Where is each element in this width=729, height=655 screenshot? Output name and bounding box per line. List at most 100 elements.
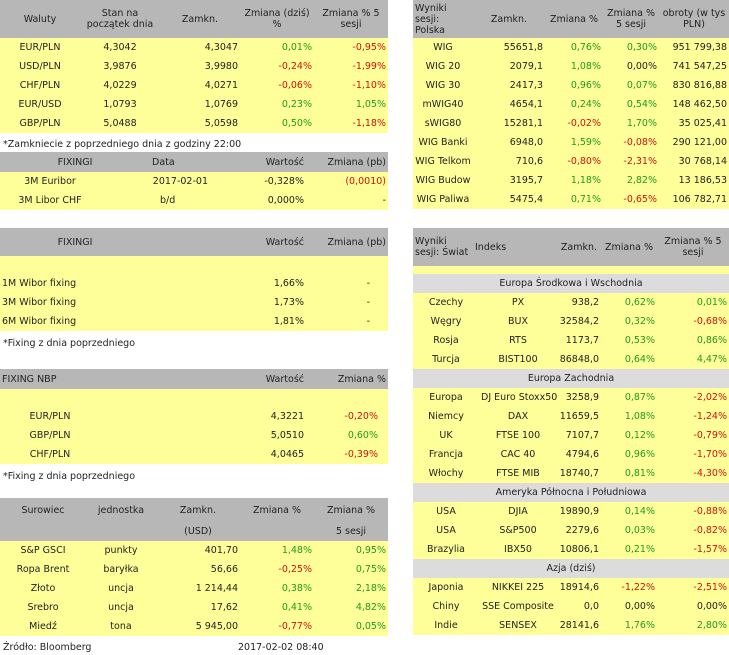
pl-cell: WIG [433,42,453,53]
commodities-cell: 17,62 [210,602,238,613]
com-h0: Surowiec [21,504,65,516]
world-cell: 0,03% [624,525,655,536]
world-table: Wyniki sesji: Świat Indeks Zamkn. Zmiana… [413,228,729,635]
nbp-note: *Fixing z dnia poprzedniego [3,471,136,482]
pl-cell: 0,00% [626,61,657,72]
commodities-row: S&P GSCI punkty 401,70 1,48% 0,95% [0,541,388,560]
world-cell: 0,00% [624,601,655,612]
nbp-cell: 4,0465 [270,449,304,460]
world-cell: 938,2 [571,297,599,308]
world-row: Francja CAC 40 4794,6 0,96% -1,70% [413,445,729,464]
pl-row: WIG Budow 3195,7 1,18% 2,82% 13 186,53 [413,171,729,190]
pl-cell: WIG 30 [425,80,461,91]
fixing1-cell: 3M Euribor [24,176,76,187]
fx-cell: 0,23% [281,99,312,110]
commodities-cell: tona [110,621,132,632]
commodities-cell: 0,95% [355,545,386,556]
world-cell: -0,82% [693,525,727,536]
world-cell: SENSEX [499,620,537,631]
world-cell: 0,64% [624,354,655,365]
com-h4: Zmiana % [326,504,376,516]
world-row: Turcja BIST100 86848,0 0,64% 4,47% [413,350,729,369]
fx-cell: USD/PLN [19,61,61,72]
fixing1-h2: Wartość [265,156,304,168]
fixing2-row: 6M Wibor fixing 1,81% - [0,312,388,331]
world-row: Japonia NIKKEI 225 18914,6 -1,22% -2,51% [413,578,729,597]
world-cell: RTS [509,335,527,346]
commodities-header: Surowiec jednostka Zamkn. Zmiana % Zmian… [0,498,388,522]
world-row: Chiny SSE Composite 0,0 0,00% 0,00% [413,597,729,616]
commodities-cell: 4,82% [355,602,386,613]
pl-cell: 0,71% [570,194,601,205]
world-cell: 2279,6 [565,525,599,536]
world-cell: -2,51% [693,582,727,593]
pl-cell: 2,82% [626,175,657,186]
pl-cell: 55651,8 [503,42,543,53]
nbp-h2: Zmiana % [337,373,386,385]
world-cell: IBX50 [504,544,532,555]
pl-row: WIG Banki 6948,0 1,59% -0,08% 290 121,00 [413,133,729,152]
pl-cell: 0,96% [570,80,601,91]
nbp-row: GBP/PLN 5,0510 0,60% [0,426,388,445]
world-cell: FTSE 100 [495,430,541,441]
fx-cell: 1,05% [355,99,386,110]
fx-h4: Zmiana % 5 sesji [322,8,380,30]
world-cell: SSE Composite [482,601,554,612]
fx-cell: 1,0793 [103,99,137,110]
pl-cell: WIG Telkom [415,156,471,167]
fixing2-rows: 1M Wibor fixing 1,66% - 3M Wibor fixing 1,73… [0,274,388,331]
world-section-title: Ameryka Północna i Południowa [413,483,729,502]
fx-cell: 5,0488 [103,118,137,129]
commodities-table: Surowiec jednostka Zamkn. Zmiana % Zmian… [0,498,388,636]
pl-row: mWIG40 4654,1 0,24% 0,54% 148 462,50 [413,95,729,114]
commodities-cell: punkty [104,545,138,556]
commodities-cell: 0,41% [281,602,312,613]
world-cell: 0,00% [696,601,727,612]
world-section-rows: Czechy PX 938,2 0,62% 0,01% Węgry BUX 32584,2 0,… [413,293,729,369]
pl-rows: WIG 55651,8 0,76% 0,30% 951 799,38 WIG 20 2079… [413,38,729,209]
world-cell: 19890,9 [559,506,599,517]
commodities-cell: -0,25% [278,564,312,575]
world-cell: Japonia [428,582,464,593]
commodities-rows: S&P GSCI punkty 401,70 1,48% 0,95% Ropa Brent… [0,541,388,636]
fx-cell: 3,9876 [103,61,137,72]
pl-cell: 1,59% [570,137,601,148]
fx-cell: 4,0229 [103,80,137,91]
pl-row: WIG 30 2417,3 0,96% 0,07% 830 816,88 [413,76,729,95]
world-cell: -0,79% [693,430,727,441]
fx-row: EUR/PLN 4,3042 4,3047 0,01% -0,95% [0,38,388,57]
nbp-rows: EUR/PLN 4,3221 -0,20% GBP/PLN 5,0510 0,60% CHF… [0,407,388,464]
world-cell: 0,21% [624,544,655,555]
world-cell: 18740,7 [559,468,599,479]
fixing1-h3: Zmiana (pb) [327,156,386,168]
fx-cell: 4,3047 [204,42,238,53]
world-h1: Indeks [475,241,507,253]
pl-cell: -0,65% [623,194,657,205]
pl-cell: WIG Paliwa [416,194,470,205]
commodities-cell: Srebro [27,602,59,613]
world-cell: DJ Euro Stoxx50 [481,392,557,403]
pl-cell: 290 121,00 [672,137,727,148]
commodities-subheader: (USD) 5 sesji [0,522,388,541]
commodities-cell: 56,66 [210,564,238,575]
fx-row: EUR/USD 1,0793 1,0769 0,23% 1,05% [0,95,388,114]
fx-cell: -0,24% [278,61,312,72]
commodities-cell: 5 945,00 [195,621,238,632]
commodities-cell: 0,75% [355,564,386,575]
fixing1-cell: (0,0010) [345,176,386,187]
world-cell: CAC 40 [500,449,536,460]
world-cell: Czechy [428,297,464,308]
pl-cell: -0,02% [567,118,601,129]
world-cell: 11659,5 [559,411,599,422]
commodities-cell: uncja [108,583,134,594]
fixing1-cell: 0,000% [267,195,304,206]
world-row: UK FTSE 100 7107,7 0,12% -0,79% [413,426,729,445]
world-h0: Wyniki sesji: Świat [415,236,469,258]
fixing2-cell: 1,66% [273,278,304,289]
fx-h0: Waluty [23,13,57,25]
pl-row: WIG 55651,8 0,76% 0,30% 951 799,38 [413,38,729,57]
commodities-cell: Ropa Brent [16,564,70,575]
world-cell: Rosja [433,335,459,346]
commodities-cell: baryłka [103,564,139,575]
commodities-cell: Miedź [29,621,57,632]
